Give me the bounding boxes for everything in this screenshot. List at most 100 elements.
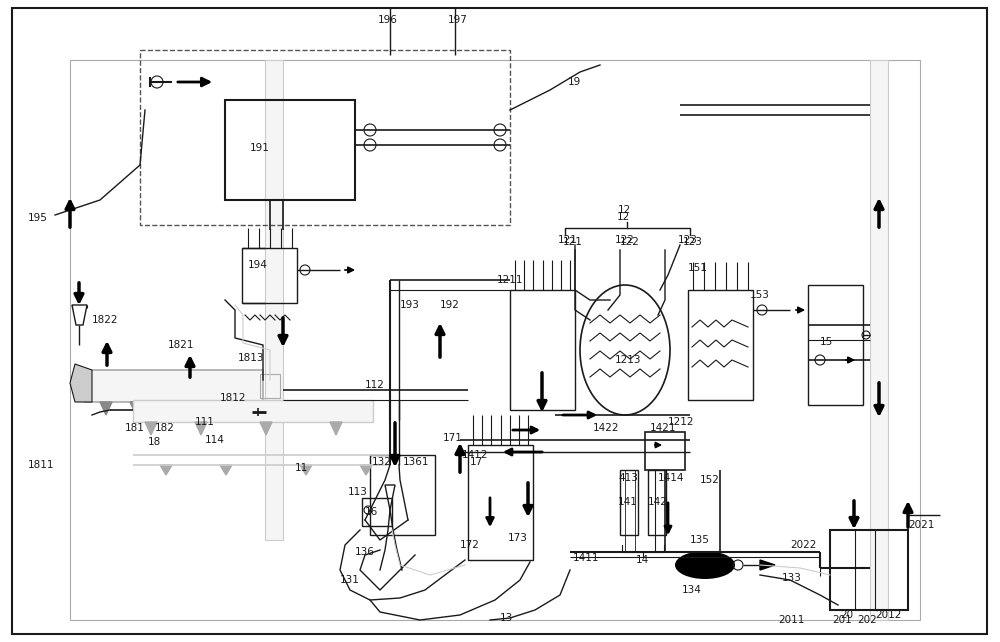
Polygon shape (330, 422, 342, 435)
Text: 111: 111 (195, 417, 215, 427)
Bar (70, 60, 920, 620)
Polygon shape (100, 402, 112, 415)
Text: 114: 114 (205, 435, 225, 445)
Text: 1412: 1412 (462, 450, 488, 460)
Text: 191: 191 (250, 143, 270, 153)
Bar (362, 498, 392, 526)
Text: 1361: 1361 (403, 457, 430, 467)
Text: 136: 136 (355, 547, 375, 557)
Text: 20: 20 (840, 610, 853, 620)
Text: 1422: 1422 (593, 423, 620, 433)
Text: 11: 11 (295, 463, 308, 473)
Text: 12: 12 (618, 205, 631, 215)
Text: 181: 181 (125, 423, 145, 433)
Text: 195: 195 (28, 213, 48, 223)
Text: 13: 13 (500, 613, 513, 623)
Text: 197: 197 (448, 15, 468, 25)
Polygon shape (760, 560, 775, 570)
Bar (648, 470, 666, 535)
Text: 1211: 1211 (497, 275, 524, 285)
Bar (870, 60, 888, 620)
Text: 1822: 1822 (92, 315, 119, 325)
Text: 153: 153 (750, 290, 770, 300)
Text: 1821: 1821 (168, 340, 194, 350)
Text: 1421: 1421 (650, 423, 676, 433)
Ellipse shape (675, 551, 735, 579)
Text: 142: 142 (648, 497, 668, 507)
Text: 132: 132 (372, 457, 392, 467)
Text: 151: 151 (688, 263, 708, 273)
Text: 135: 135 (690, 535, 710, 545)
Text: 123: 123 (683, 237, 703, 247)
Text: 122: 122 (615, 235, 635, 245)
Text: 15: 15 (820, 337, 833, 347)
Text: 134: 134 (682, 585, 702, 595)
Text: 182: 182 (155, 423, 175, 433)
Text: 172: 172 (460, 540, 480, 550)
Polygon shape (195, 422, 207, 435)
Text: 1213: 1213 (615, 355, 642, 365)
Polygon shape (220, 402, 232, 415)
Text: 152: 152 (700, 475, 720, 485)
Text: 173: 173 (508, 533, 528, 543)
Text: 193: 193 (400, 300, 420, 310)
Bar (85, 370, 263, 402)
Text: 18: 18 (148, 437, 161, 447)
Bar (225, 100, 355, 200)
Text: 1813: 1813 (238, 353, 264, 363)
Bar (265, 60, 283, 540)
Text: 14: 14 (636, 555, 649, 565)
Polygon shape (160, 465, 172, 475)
Text: 141: 141 (618, 497, 638, 507)
Text: 171: 171 (443, 433, 463, 443)
Text: 122: 122 (620, 237, 640, 247)
Text: 1414: 1414 (658, 473, 684, 483)
Text: 201: 201 (832, 615, 852, 625)
Text: 196: 196 (378, 15, 398, 25)
Bar (260, 374, 280, 398)
Text: 202: 202 (857, 615, 877, 625)
Polygon shape (360, 465, 372, 475)
Text: 12: 12 (616, 212, 630, 222)
Bar (140, 50, 510, 225)
Polygon shape (248, 402, 260, 415)
Text: 2011: 2011 (778, 615, 804, 625)
Text: 2021: 2021 (908, 520, 934, 530)
Polygon shape (260, 422, 272, 435)
Text: 192: 192 (440, 300, 460, 310)
Text: 113: 113 (348, 487, 368, 497)
Polygon shape (145, 422, 157, 435)
Text: 123: 123 (678, 235, 698, 245)
Text: 194: 194 (248, 260, 268, 270)
Text: 121: 121 (558, 235, 578, 245)
Text: 131: 131 (340, 575, 360, 585)
Bar (830, 530, 908, 610)
Text: 1212: 1212 (668, 417, 694, 427)
Polygon shape (175, 402, 187, 415)
Polygon shape (70, 364, 92, 402)
Polygon shape (300, 465, 312, 475)
Text: 121: 121 (563, 237, 583, 247)
Text: 2022: 2022 (790, 540, 816, 550)
Text: 2012: 2012 (875, 610, 901, 620)
Text: 112: 112 (365, 380, 385, 390)
Text: 1411: 1411 (573, 553, 600, 563)
Text: 16: 16 (365, 507, 378, 517)
Bar (468, 445, 533, 560)
Bar (133, 400, 373, 422)
Polygon shape (220, 465, 232, 475)
Text: 413: 413 (618, 473, 638, 483)
Bar (620, 470, 638, 535)
Bar (808, 285, 863, 405)
Bar (370, 455, 435, 535)
Bar (645, 432, 685, 470)
Text: 133: 133 (782, 573, 802, 583)
Bar (688, 290, 753, 400)
Bar (242, 248, 297, 303)
Polygon shape (130, 402, 142, 415)
Text: 1811: 1811 (28, 460, 54, 470)
Text: 1812: 1812 (220, 393, 246, 403)
Text: 17: 17 (470, 457, 483, 467)
Text: 19: 19 (568, 77, 581, 87)
Bar (510, 290, 575, 410)
